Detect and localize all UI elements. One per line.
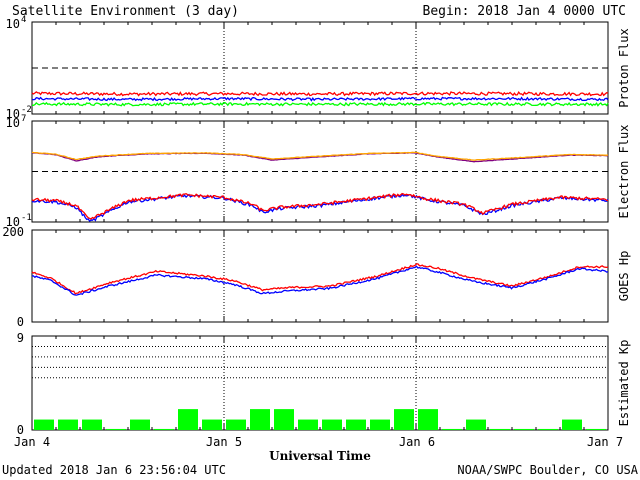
y-tick-exponent: -1 (21, 213, 32, 223)
kp-bar (490, 428, 510, 430)
kp-bar (298, 419, 318, 430)
kp-bar (34, 419, 54, 430)
kp-bar (274, 409, 294, 430)
kp-bar (562, 419, 582, 430)
series-line-red (31, 263, 609, 295)
kp-bar (106, 428, 126, 430)
kp-bar (538, 428, 558, 430)
kp-bar (178, 409, 198, 430)
kp-bar (58, 419, 78, 430)
y-tick-exponent: -2 (21, 105, 32, 115)
begin-time: Begin: 2018 Jan 4 0000 UTC (423, 4, 627, 19)
kp-bar (322, 419, 342, 430)
kp-bar (586, 428, 606, 430)
kp-bar (370, 419, 390, 430)
source-text: NOAA/SWPC Boulder, CO USA (457, 463, 638, 477)
kp-bar (442, 428, 462, 430)
kp-bar (418, 409, 438, 430)
series-line-green (31, 101, 609, 107)
y-tick-label: 10 (6, 17, 20, 31)
y-tick-label: 200 (2, 225, 24, 239)
x-tick-label-jan5: Jan 5 (206, 435, 242, 449)
y-axis-label: Electron Flux (617, 125, 631, 219)
kp-bar (514, 428, 534, 430)
updated-text: Updated 2018 Jan 6 23:56:04 UTC (2, 463, 226, 477)
y-tick-exponent: 4 (21, 15, 26, 25)
series-line-blue (32, 265, 609, 296)
y-tick-label: 0 (17, 315, 24, 329)
panel-frame (31, 21, 609, 115)
panel-electron: 10 710 -1 Electron Flux (6, 114, 631, 229)
x-axis-label: Universal Time (269, 449, 371, 463)
panel-goes-hp: 200 0 GOES Hp (2, 225, 631, 329)
kp-bar (250, 409, 270, 430)
x-tick-label-jan4: Jan 4 (14, 435, 50, 449)
kp-bar (130, 419, 150, 430)
series-line-red (31, 192, 609, 220)
series-line-orange (31, 151, 609, 161)
y-tick-label: 10 (6, 116, 20, 130)
y-tick-label: 0 (17, 423, 24, 437)
series-line-blue (31, 193, 609, 222)
y-tick-label: 10 (6, 107, 20, 121)
panel-frame (31, 120, 609, 223)
x-tick-label-jan6: Jan 6 (399, 435, 435, 449)
panel-kp: 9 0 Estimated Kp (17, 331, 631, 437)
y-tick-label: 10 (6, 215, 20, 229)
y-axis-label: Estimated Kp (617, 340, 631, 427)
kp-bar (346, 419, 366, 430)
x-tick-label-jan7: Jan 7 (587, 435, 623, 449)
series-line-blue (31, 96, 609, 102)
y-axis-label: Proton Flux (617, 28, 631, 107)
y-axis-label: GOES Hp (617, 251, 631, 302)
panel-frame (31, 335, 609, 431)
kp-bar (82, 419, 102, 430)
kp-bar (466, 419, 486, 430)
series-line-red (31, 91, 609, 97)
kp-bar (202, 419, 222, 430)
kp-bar (226, 419, 246, 430)
chart-title: Satellite Environment (3 day) (12, 4, 239, 19)
kp-bar (154, 428, 174, 430)
y-tick-label: 9 (17, 331, 24, 345)
panel-frame (31, 229, 609, 323)
y-tick-exponent: 7 (21, 114, 26, 124)
kp-bar (394, 409, 414, 430)
